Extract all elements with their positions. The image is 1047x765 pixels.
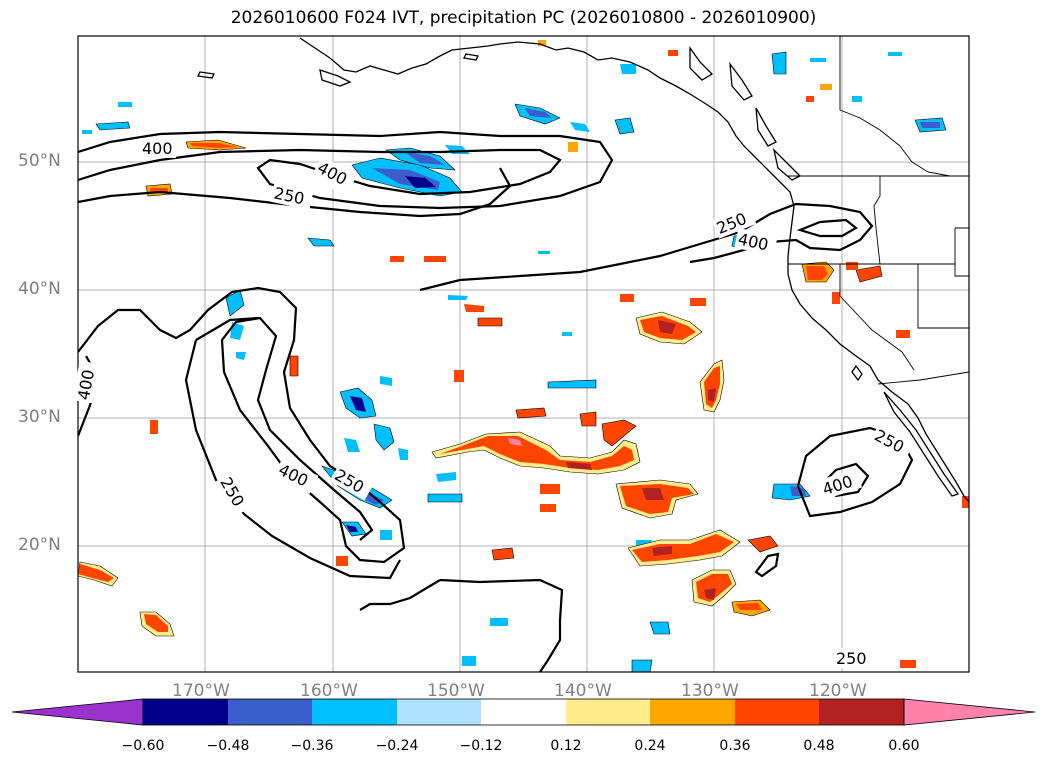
lon-label-170w: 170°W [172,681,230,701]
positive-pc-patches [78,40,969,668]
map-area [78,36,969,672]
contour-label: 400 [142,139,173,158]
lat-label-50n: 50°N [18,151,61,171]
coastlines [197,37,969,503]
lon-label-150w: 150°W [427,681,485,701]
graticule [78,36,969,672]
lat-label-40n: 40°N [18,279,61,299]
lon-label-160w: 160°W [300,681,358,701]
map-frame [77,35,970,673]
colorbar-tick: −0.36 [290,738,334,754]
colorbar-tick: 0.36 [719,738,751,754]
ivt-contours [78,130,914,672]
colorbar-min-extension [11,698,144,726]
contour-label: 250 [272,183,306,208]
colorbar-tick: 0.12 [550,738,582,754]
contour-label: 400 [74,368,98,401]
contour-label: 250 [836,649,867,668]
map-title: 2026010600 F024 IVT, precipitation PC (2… [230,8,817,28]
colorbar-tick: −0.48 [206,738,250,754]
political-borders [788,36,969,385]
lon-label-140w: 140°W [554,681,612,701]
contour-label: 400 [820,472,855,500]
contour-labels: 400 400 250 250 400 400 400 250 250 250 … [72,138,915,668]
colorbar-tick: 0.60 [888,738,920,754]
colorbar-tick: −0.24 [375,738,419,754]
lon-label-120w: 120°W [809,681,867,701]
colorbar-tick: 0.48 [803,738,835,754]
colorbar-max-extension [903,698,1036,726]
colorbar [11,698,1036,726]
lat-label-20n: 20°N [18,535,61,555]
colorbar-tick: 0.24 [634,738,666,754]
colorbar-tick: −0.60 [121,738,165,754]
lat-label-30n: 30°N [18,407,61,427]
lon-label-130w: 130°W [681,681,739,701]
colorbar-tick: −0.12 [459,738,503,754]
